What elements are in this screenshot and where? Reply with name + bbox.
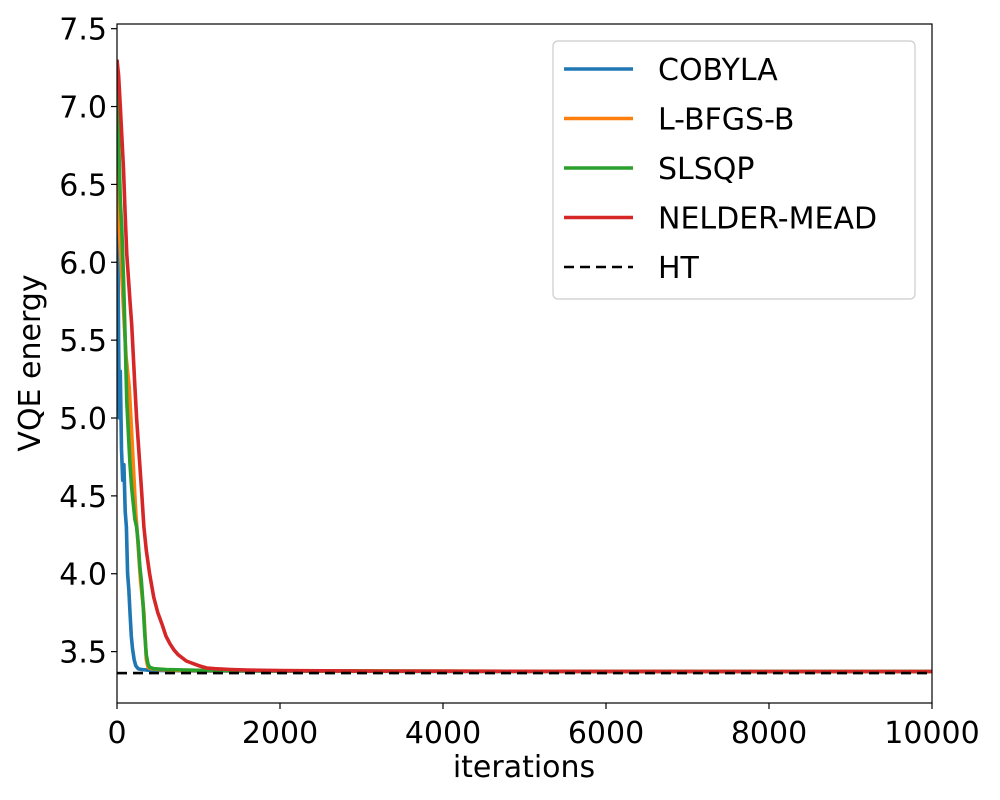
y-tick-label: 6.0 bbox=[59, 246, 107, 281]
x-tick-label: 6000 bbox=[568, 716, 644, 751]
y-tick-label: 7.0 bbox=[59, 91, 107, 126]
x-tick-label: 8000 bbox=[731, 716, 807, 751]
x-tick-label: 2000 bbox=[242, 716, 318, 751]
legend-label-ht: HT bbox=[658, 251, 700, 286]
legend-box bbox=[552, 40, 916, 300]
series-layer bbox=[117, 59, 932, 675]
legend-label-slsqp: SLSQP bbox=[658, 152, 755, 187]
x-tick-label: 0 bbox=[107, 716, 126, 751]
y-axis-label: VQE energy bbox=[13, 274, 48, 451]
x-axis: 0 2000 4000 6000 8000 10000 bbox=[107, 703, 980, 751]
x-tick-label: 10000 bbox=[884, 716, 979, 751]
y-tick-label: 5.5 bbox=[59, 324, 107, 359]
y-tick-label: 6.5 bbox=[59, 168, 107, 203]
y-tick-label: 4.0 bbox=[59, 558, 107, 593]
plot-frame bbox=[116, 23, 933, 704]
legend: COBYLA L-BFGS-B SLSQP NELDER-MEAD HT bbox=[552, 40, 916, 300]
y-axis: 3.5 4.0 4.5 5.0 5.5 6.0 6.5 7.0 7.5 bbox=[59, 13, 117, 671]
legend-label-nelder-mead: NELDER-MEAD bbox=[658, 202, 877, 237]
y-tick-label: 4.5 bbox=[59, 480, 107, 515]
legend-label-cobyla: COBYLA bbox=[658, 53, 778, 88]
y-tick-label: 7.5 bbox=[59, 13, 107, 48]
x-axis-label: iterations bbox=[453, 750, 595, 785]
legend-label-l-bfgs-b: L-BFGS-B bbox=[658, 103, 794, 138]
y-tick-label: 5.0 bbox=[59, 402, 107, 437]
x-tick-label: 4000 bbox=[405, 716, 481, 751]
y-tick-label: 3.5 bbox=[59, 636, 107, 671]
series-line-nelder-mead bbox=[117, 59, 932, 674]
